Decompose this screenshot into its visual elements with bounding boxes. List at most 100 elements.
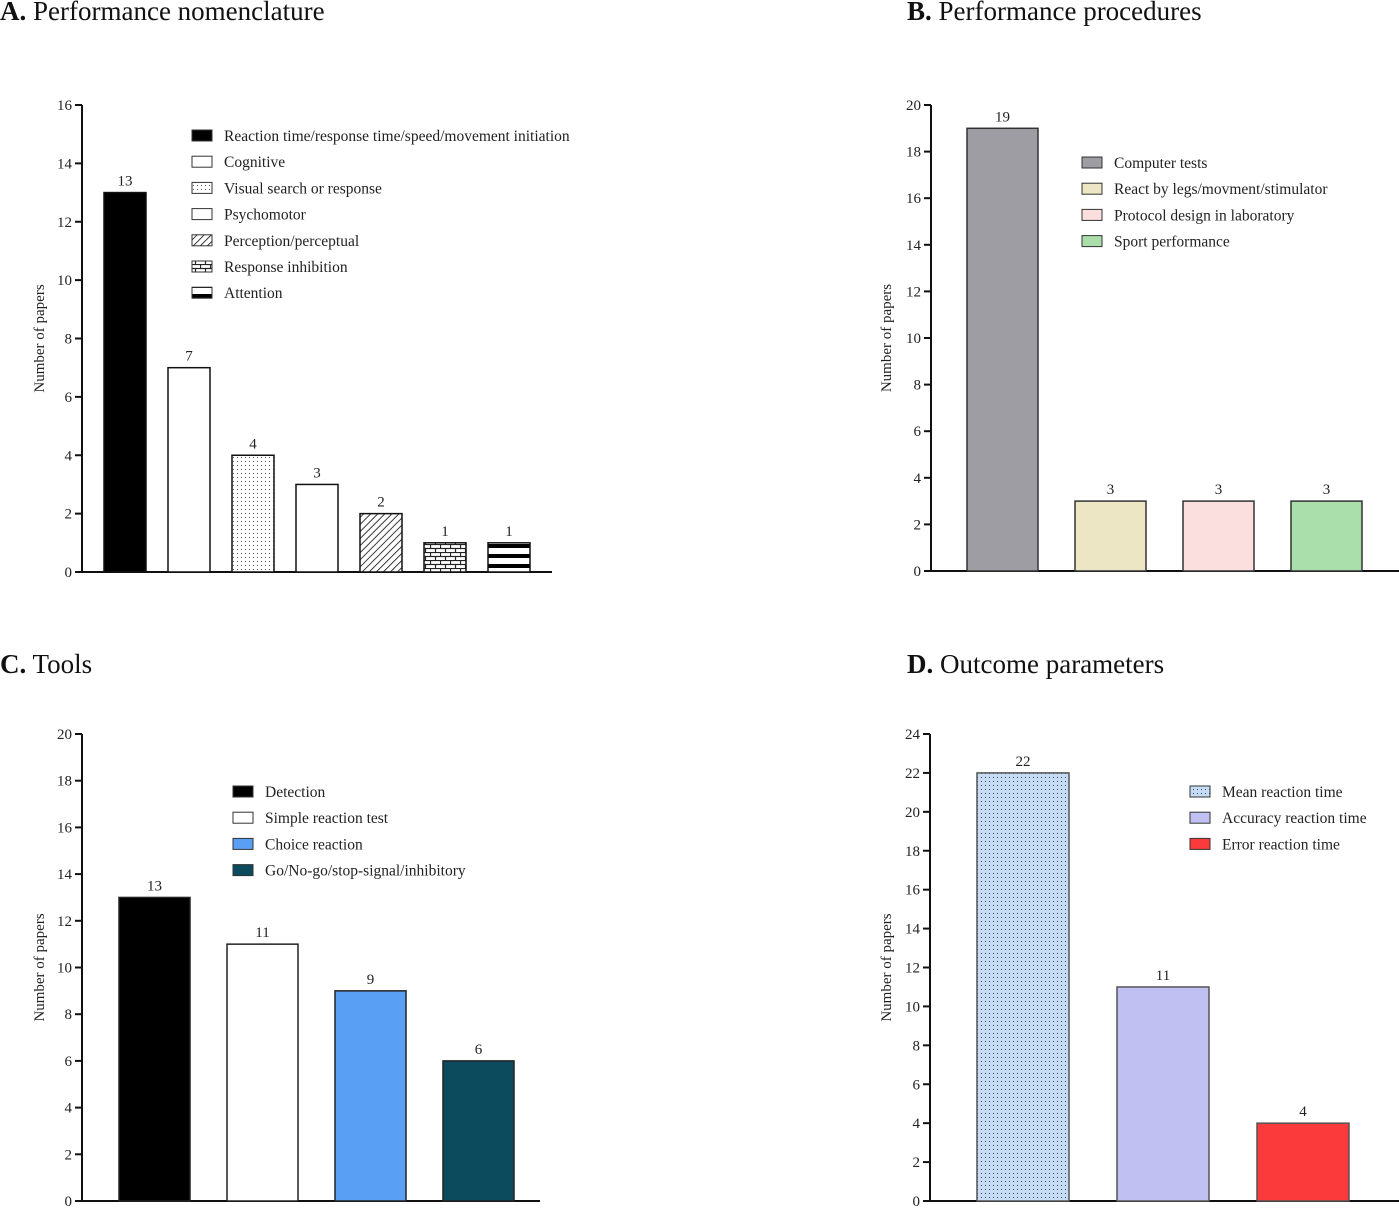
panel-title-b: B. Performance procedures xyxy=(907,0,1202,27)
y-tick-label: 14 xyxy=(57,867,73,883)
legend-swatch xyxy=(191,129,213,142)
bar-value-label: 19 xyxy=(995,109,1010,125)
y-tick-label: 12 xyxy=(905,961,920,977)
bar-2 xyxy=(1074,500,1147,572)
y-tick-label: 8 xyxy=(65,332,73,348)
bar-1 xyxy=(118,896,191,1202)
legend-label: Visual search or response xyxy=(224,180,382,197)
y-tick-label: 4 xyxy=(65,448,73,464)
y-tick-label: 0 xyxy=(65,1194,73,1208)
legend-swatch xyxy=(1081,182,1103,195)
panel-title-a: A. Performance nomenclature xyxy=(0,0,325,27)
y-tick-label: 10 xyxy=(57,273,72,289)
y-axis-title: Number of papers xyxy=(32,913,48,1021)
y-tick-label: 8 xyxy=(914,378,922,394)
legend-label: Simple reaction test xyxy=(265,810,389,827)
y-axis: 0 2 4 6 8 10 12 14 16 18 20 xyxy=(906,98,932,580)
bar-value-label: 3 xyxy=(1323,482,1331,498)
bar-value-label: 13 xyxy=(147,878,162,894)
legend-label: Mean reaction time xyxy=(1222,784,1343,801)
y-tick-label: 24 xyxy=(905,727,921,743)
bar-1 xyxy=(966,127,1039,572)
y-tick-label: 18 xyxy=(906,145,921,161)
bar-4 xyxy=(442,1060,515,1202)
bar-1 xyxy=(976,772,1070,1202)
legend: Mean reaction time Accuracy reaction time… xyxy=(1189,784,1367,853)
bar-2 xyxy=(1116,986,1210,1202)
y-tick-label: 10 xyxy=(905,999,920,1015)
legend-swatch xyxy=(1081,208,1103,221)
chart-c: 0 2 4 6 8 10 12 14 16 18 20 Number of papers 13 11 9 6 D… xyxy=(32,727,540,1208)
bar-4 xyxy=(1290,500,1363,572)
legend-label: Detection xyxy=(265,784,326,801)
bar-value-label: 4 xyxy=(1299,1104,1307,1120)
legend-swatch xyxy=(232,837,254,850)
y-tick-label: 14 xyxy=(905,922,921,938)
y-tick-label: 6 xyxy=(65,1054,73,1070)
legend-label: Cognitive xyxy=(224,154,285,171)
legend-label: Error reaction time xyxy=(1222,836,1340,853)
y-tick-label: 14 xyxy=(906,238,922,254)
y-axis: 0 2 4 6 8 10 12 14 16 xyxy=(57,98,83,581)
y-axis-title: Number of papers xyxy=(879,284,895,392)
y-tick-label: 16 xyxy=(57,98,73,114)
legend-label: Accuracy reaction time xyxy=(1222,810,1367,827)
legend-swatch xyxy=(191,208,213,221)
bar-value-label: 11 xyxy=(1156,968,1170,984)
legend-swatch xyxy=(232,864,254,877)
y-tick-label: 12 xyxy=(57,914,72,930)
legend-label: Sport performance xyxy=(1114,234,1230,251)
panel-letter: D. xyxy=(907,649,934,679)
legend-label: React by legs/movment/stimulator xyxy=(1114,181,1328,198)
legend-label: Attention xyxy=(224,285,283,302)
y-tick-label: 0 xyxy=(65,565,73,581)
legend-swatch xyxy=(1189,785,1211,798)
y-tick-label: 10 xyxy=(57,961,72,977)
bar-value-label: 13 xyxy=(118,174,133,190)
bar-3 xyxy=(334,990,407,1202)
y-tick-label: 20 xyxy=(57,727,72,743)
y-tick-label: 8 xyxy=(65,1007,73,1023)
bar-value-label: 3 xyxy=(1107,482,1115,498)
bar-3 xyxy=(1256,1122,1350,1202)
y-tick-label: 12 xyxy=(57,215,72,231)
bar-value-label: 4 xyxy=(249,436,257,452)
y-tick-label: 6 xyxy=(914,424,922,440)
legend-swatch xyxy=(232,811,254,824)
y-tick-label: 8 xyxy=(913,1038,921,1054)
y-tick-label: 12 xyxy=(906,284,921,300)
legend-swatch xyxy=(1081,235,1103,248)
legend-label: Choice reaction xyxy=(265,836,363,853)
bar-value-label: 3 xyxy=(313,465,321,481)
bar-value-label: 7 xyxy=(185,349,193,365)
y-tick-label: 6 xyxy=(913,1077,921,1093)
legend-swatch xyxy=(1189,837,1211,850)
panel-title-text: Performance nomenclature xyxy=(33,0,325,26)
bar-3 xyxy=(1182,500,1255,572)
legend-swatch xyxy=(191,234,213,247)
legend: Computer tests React by legs/movment/stim… xyxy=(1081,155,1328,251)
y-tick-label: 14 xyxy=(57,156,73,172)
y-tick-label: 20 xyxy=(906,98,921,114)
bar-value-label: 11 xyxy=(255,925,269,941)
y-tick-label: 2 xyxy=(914,517,922,533)
legend-label: Protocol design in laboratory xyxy=(1114,207,1295,224)
legend: Detection Simple reaction test Choice reac… xyxy=(232,784,466,880)
y-axis-title: Number of papers xyxy=(32,284,48,392)
legend-label: Perception/perceptual xyxy=(224,233,359,250)
legend-swatch xyxy=(191,286,213,299)
y-tick-label: 2 xyxy=(65,1147,73,1163)
panel-title-text: Outcome parameters xyxy=(940,649,1165,679)
bar-4 xyxy=(295,483,339,573)
legend-label: Reaction time/response time/speed/moveme… xyxy=(224,128,570,145)
y-tick-label: 16 xyxy=(57,820,73,836)
bar-7 xyxy=(487,542,531,573)
y-axis: 0 2 4 6 8 10 12 14 16 18 20 xyxy=(57,727,83,1208)
bar-value-label: 9 xyxy=(367,972,375,988)
bar-value-label: 2 xyxy=(377,495,385,511)
legend-swatch xyxy=(232,785,254,798)
panel-letter: C. xyxy=(0,649,27,679)
